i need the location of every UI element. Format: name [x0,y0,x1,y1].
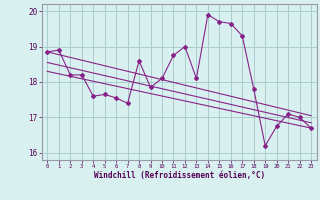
X-axis label: Windchill (Refroidissement éolien,°C): Windchill (Refroidissement éolien,°C) [94,171,265,180]
